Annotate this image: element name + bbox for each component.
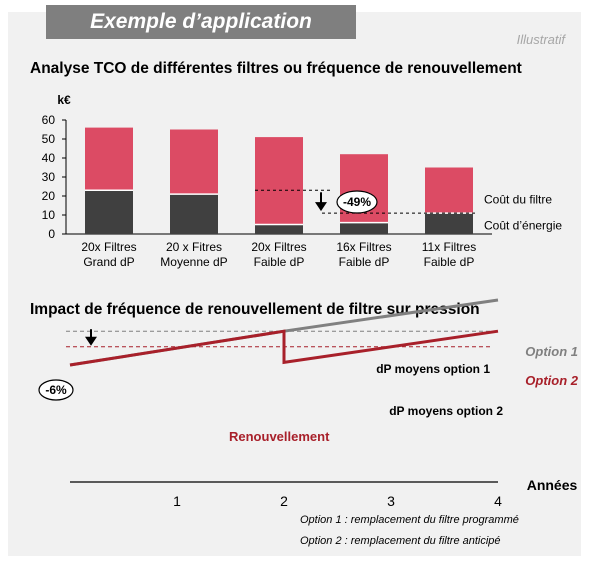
bar-filter-cost [170, 129, 218, 195]
y-axis-unit: k€ [57, 93, 71, 107]
bar-energy-cost [170, 194, 218, 234]
option-1-note: Option 1 : remplacement du filtre progra… [300, 514, 519, 526]
y-tick-label: 10 [42, 208, 56, 222]
y-tick-label: 0 [48, 227, 55, 241]
x-category-label: 20x Filtres [251, 240, 306, 254]
legend-filter-cost: Coût du filtre [484, 192, 552, 206]
x-category-label: Moyenne dP [160, 255, 227, 269]
y-tick-label: 20 [42, 189, 56, 203]
x-category-label: 16x Filtres [336, 240, 391, 254]
pressure-chart-title: Impact de fréquence de renouvellement de… [30, 301, 480, 318]
bar-energy-cost [255, 224, 303, 234]
y-tick-label: 40 [42, 151, 56, 165]
bar-filter-cost [425, 167, 473, 214]
tco-chart-title: Analyse TCO de différentes filtres ou fr… [30, 60, 522, 77]
bar-filter-cost [85, 127, 133, 191]
bar-energy-cost [425, 213, 473, 234]
reduction-badge [336, 190, 378, 214]
x-category-label: 11x Filtres [422, 240, 476, 254]
arrow-head [315, 202, 327, 212]
x-category-label: 20x Filtres [81, 240, 136, 254]
reduction-label: -49% [343, 195, 371, 209]
illustrative-tag: Illustratif [516, 32, 565, 47]
example-panel [8, 12, 581, 556]
legend-energy-cost: Coût d’énergie [484, 219, 562, 233]
x-category-label: Faible dP [424, 255, 475, 269]
y-tick-label: 60 [42, 113, 56, 127]
x-category-label: Grand dP [83, 255, 134, 269]
y-tick-label: 50 [42, 132, 56, 146]
x-category-label: 20 x Fitres [166, 240, 222, 254]
example-badge: Exemple d’application [46, 5, 356, 39]
bar-energy-cost [340, 222, 388, 234]
option-notes: Option 1 : remplacement du filtre progra… [300, 510, 519, 552]
y-tick-label: 30 [42, 170, 56, 184]
bar-energy-cost [85, 190, 133, 234]
option-2-note: Option 2 : remplacement du filtre antici… [300, 535, 501, 547]
x-category-label: Faible dP [254, 255, 305, 269]
x-category-label: Faible dP [339, 255, 390, 269]
bar-filter-cost [255, 137, 303, 225]
